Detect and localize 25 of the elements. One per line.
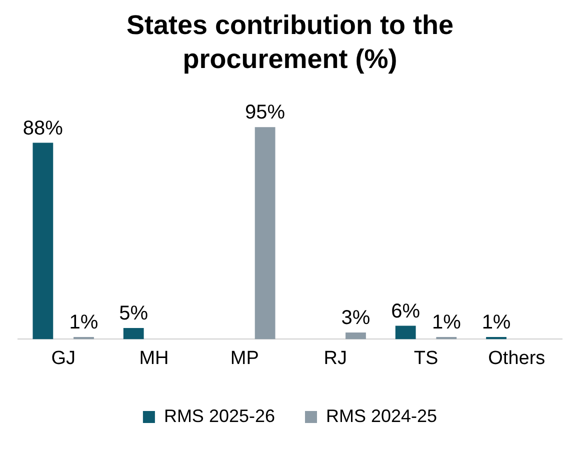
bar bbox=[436, 336, 457, 340]
data-label: 3% bbox=[341, 307, 370, 330]
bar bbox=[32, 142, 54, 340]
data-label: 1% bbox=[482, 311, 511, 334]
data-label: 1% bbox=[432, 311, 462, 334]
x-tick-label: GJ bbox=[51, 348, 76, 369]
data-label: 1% bbox=[69, 311, 98, 334]
bar bbox=[486, 336, 506, 340]
bar bbox=[254, 127, 276, 340]
bar bbox=[395, 326, 416, 340]
legend-label: RMS 2025-26 bbox=[164, 406, 276, 426]
x-tick-label: MP bbox=[230, 348, 259, 369]
x-tick-label: TS bbox=[414, 348, 438, 369]
legend-label: RMS 2024-25 bbox=[326, 406, 438, 426]
x-tick-label: MH bbox=[139, 348, 169, 369]
x-tick-label: Others bbox=[488, 348, 546, 369]
bar bbox=[123, 328, 144, 340]
data-label: 88% bbox=[22, 117, 64, 140]
x-tick-label: RJ bbox=[324, 348, 347, 369]
data-label: 5% bbox=[119, 302, 148, 325]
data-label: 95% bbox=[245, 102, 286, 124]
chart-title: States contribution to the procurement (%) bbox=[126, 9, 454, 76]
bar bbox=[74, 336, 94, 340]
bar bbox=[346, 332, 366, 340]
data-label: 6% bbox=[391, 300, 420, 322]
